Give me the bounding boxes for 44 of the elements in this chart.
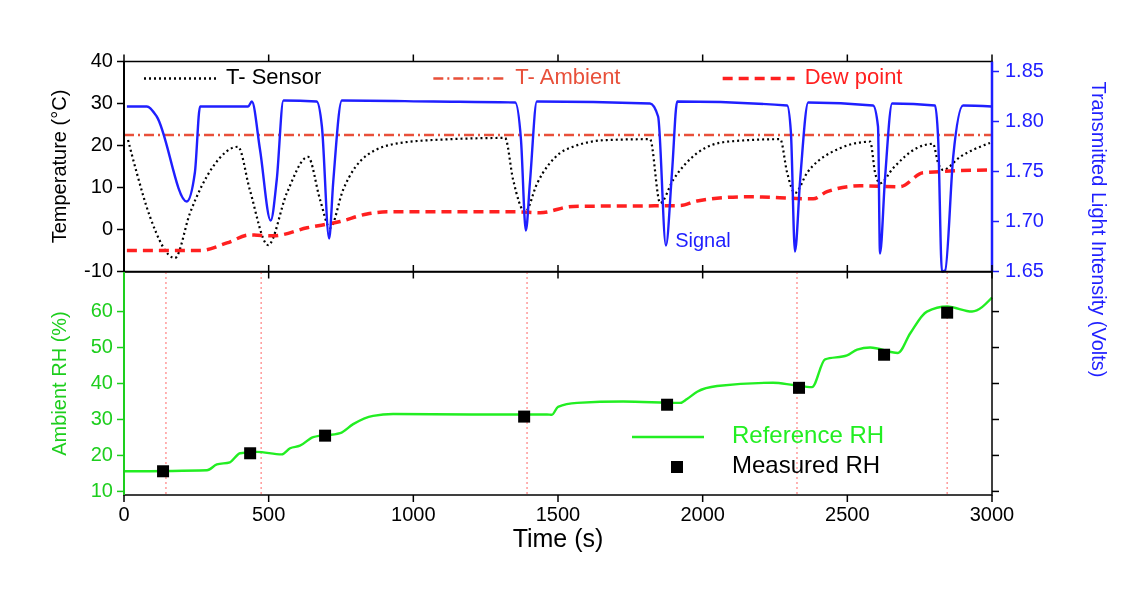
legend-label: Dew point bbox=[804, 64, 903, 90]
point bbox=[518, 410, 531, 423]
y-tick-label: 40 bbox=[90, 48, 113, 71]
point bbox=[244, 447, 257, 460]
line-series bbox=[122, 296, 994, 473]
x-tick-label: 1500 bbox=[535, 503, 581, 525]
point bbox=[319, 429, 332, 442]
y-tick-label: -10 bbox=[84, 258, 113, 281]
x-tick-label: 3000 bbox=[969, 503, 1015, 525]
legend-label: T- Ambient bbox=[515, 64, 621, 90]
point bbox=[793, 381, 806, 394]
y2-tick-label: 1.80 bbox=[1005, 108, 1044, 131]
y-tick-label: 20 bbox=[90, 132, 113, 155]
y-tick-label: 10 bbox=[90, 478, 113, 501]
x-tick-label: 1000 bbox=[391, 503, 436, 525]
x-axis-title: Time (s) bbox=[512, 524, 604, 552]
y-tick-label: 30 bbox=[90, 90, 113, 113]
x-tick-label: 2000 bbox=[680, 503, 725, 525]
y-tick-label: 50 bbox=[90, 334, 113, 357]
point bbox=[941, 306, 954, 319]
line-series bbox=[126, 136, 992, 260]
y-tick-label: 30 bbox=[90, 406, 113, 429]
annotation: Signal bbox=[675, 228, 731, 251]
x-tick-label: 2500 bbox=[825, 503, 870, 525]
y-axis-title: Ambient RH (%) bbox=[48, 311, 70, 456]
point bbox=[157, 465, 170, 478]
y-axis-title: Temperature (°C) bbox=[48, 89, 70, 244]
point bbox=[661, 398, 674, 411]
y-tick-label: 10 bbox=[90, 174, 113, 197]
legend-label: Reference RH bbox=[732, 421, 885, 449]
legend-label: Measured RH bbox=[732, 451, 881, 479]
y-tick-label: 40 bbox=[90, 370, 113, 393]
y-tick-label: 0 bbox=[101, 216, 113, 239]
y2-tick-label: 1.70 bbox=[1005, 208, 1044, 231]
y2-tick-label: 1.75 bbox=[1005, 158, 1044, 181]
x-tick-label: 500 bbox=[251, 503, 286, 525]
y2-axis-title: Transmitted Light Intensity (Volts) bbox=[1088, 81, 1110, 378]
x-tick-label: 0 bbox=[118, 503, 130, 525]
point bbox=[878, 348, 891, 361]
y-tick-label: 60 bbox=[90, 298, 113, 321]
y2-tick-label: 1.65 bbox=[1005, 258, 1044, 281]
y2-tick-label: 1.85 bbox=[1005, 58, 1044, 81]
y-tick-label: 20 bbox=[90, 442, 113, 465]
legend-label: T- Sensor bbox=[226, 64, 322, 90]
